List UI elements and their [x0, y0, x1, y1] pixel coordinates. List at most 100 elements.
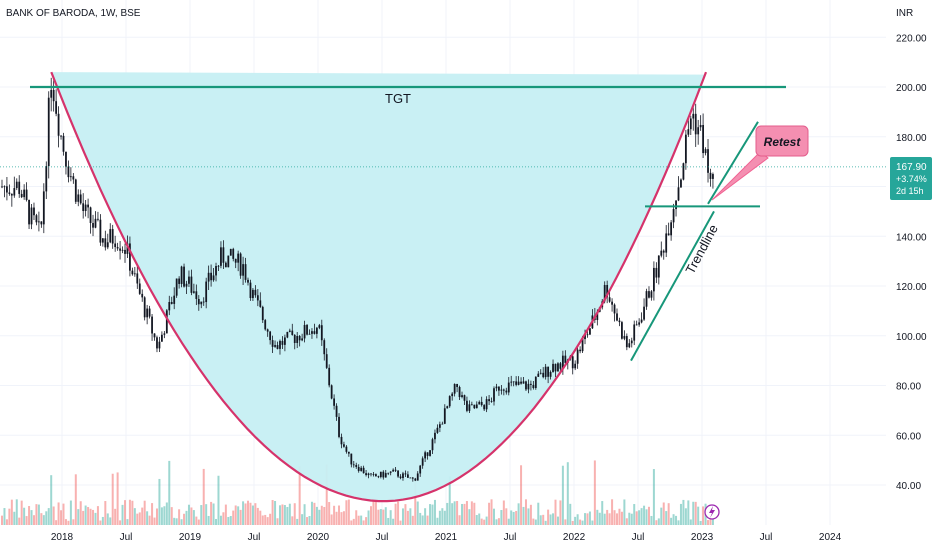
volume-bar	[507, 518, 510, 525]
candle-body	[616, 313, 618, 321]
volume-bar	[389, 510, 392, 525]
candle-body	[596, 311, 599, 321]
candle-body	[111, 229, 114, 244]
volume-bar	[175, 518, 178, 525]
volume-bar	[571, 520, 574, 525]
volume-bar	[222, 512, 225, 525]
volume-bar	[143, 500, 146, 525]
candle-body	[692, 113, 695, 119]
volume-bar	[360, 515, 363, 525]
candle-body	[473, 404, 476, 409]
candle-body	[347, 451, 350, 454]
candle-body	[8, 192, 11, 194]
candle-body	[392, 469, 395, 472]
volume-bar	[158, 478, 161, 525]
price-tick-label: 120.00	[896, 282, 927, 293]
volume-bar	[483, 519, 486, 525]
volume-bar	[165, 502, 168, 525]
volume-bar	[532, 518, 535, 525]
candle-body	[242, 264, 244, 276]
candle-body	[667, 233, 670, 236]
candle-body	[441, 423, 444, 425]
time-tick-label: 2024	[819, 532, 842, 543]
candle-body	[330, 385, 333, 399]
candle-body	[35, 215, 38, 223]
volume-bar	[155, 508, 158, 525]
volume-bar	[77, 509, 80, 525]
volume-bar	[473, 502, 476, 525]
volume-bar	[23, 507, 26, 525]
candle-body	[352, 464, 355, 466]
candle-body	[274, 345, 276, 347]
candle-body	[621, 322, 623, 339]
candle-body	[618, 320, 621, 323]
volume-bar	[315, 506, 318, 525]
volume-bar	[185, 510, 188, 525]
volume-bar	[552, 513, 555, 525]
cup-curve-line[interactable]	[50, 71, 708, 503]
candle-body	[72, 176, 75, 180]
time-tick-label: 2018	[51, 532, 74, 543]
volume-bar	[32, 515, 35, 525]
time-tick-label: Jul	[120, 532, 133, 543]
candle-body	[350, 453, 353, 465]
volume-bar	[635, 511, 638, 525]
volume-bar	[441, 508, 444, 525]
volume-bar	[527, 508, 530, 525]
volume-bar	[377, 509, 380, 525]
retest-callout[interactable]: Retest	[711, 125, 809, 201]
volume-bar	[269, 513, 272, 525]
candle-body	[173, 295, 176, 304]
candle-body	[200, 301, 203, 305]
candle-body	[74, 179, 77, 202]
candle-body	[47, 97, 50, 167]
candle-body	[323, 340, 326, 355]
volume-bar	[465, 501, 468, 525]
candle-body	[57, 113, 60, 136]
volume-bar	[62, 503, 65, 525]
candle-body	[291, 330, 294, 335]
volume-bar	[126, 519, 129, 525]
price-axis[interactable]: 40.0060.0080.00100.00120.00140.00160.001…	[896, 33, 927, 492]
candle-body	[20, 193, 23, 198]
trendline[interactable]	[630, 210, 715, 362]
volume-bar	[217, 475, 220, 525]
candle-body	[121, 249, 124, 251]
candle-body	[571, 356, 574, 369]
candle-body	[574, 363, 577, 369]
volume-bar	[10, 499, 13, 525]
candle-body	[372, 474, 375, 475]
candle-body	[77, 194, 80, 202]
candle-body	[434, 432, 436, 440]
candle-body	[279, 340, 281, 349]
volume-bar	[409, 508, 412, 525]
candle-body	[589, 328, 591, 335]
volume-bar	[357, 515, 360, 525]
volume-bar	[611, 499, 614, 525]
candle-body	[547, 366, 550, 377]
candle-body	[409, 477, 412, 479]
candle-body	[404, 473, 407, 475]
candle-body	[564, 355, 567, 363]
candle-body	[178, 278, 181, 284]
volume-bar	[242, 501, 245, 525]
volume-bar	[234, 505, 237, 525]
candle-body	[220, 247, 222, 266]
volume-bar	[106, 513, 109, 525]
volume-bar	[141, 507, 144, 525]
trendline-parallel[interactable]	[707, 121, 759, 205]
candle-body	[345, 446, 348, 452]
volume-bar	[421, 515, 424, 525]
candle-body	[421, 458, 424, 466]
candle-body	[141, 293, 144, 298]
volume-bar	[338, 505, 341, 525]
volume-bar	[608, 513, 611, 525]
time-axis[interactable]: 2018 Jul 2019 Jul 2020 Jul 2021 Jul 2022 Jul 2023 J…	[51, 532, 842, 543]
lightning-icon[interactable]	[704, 504, 720, 520]
candle-body	[699, 125, 702, 128]
candle-body	[264, 320, 267, 330]
candle-body	[33, 207, 35, 216]
volume-bar	[50, 475, 53, 525]
